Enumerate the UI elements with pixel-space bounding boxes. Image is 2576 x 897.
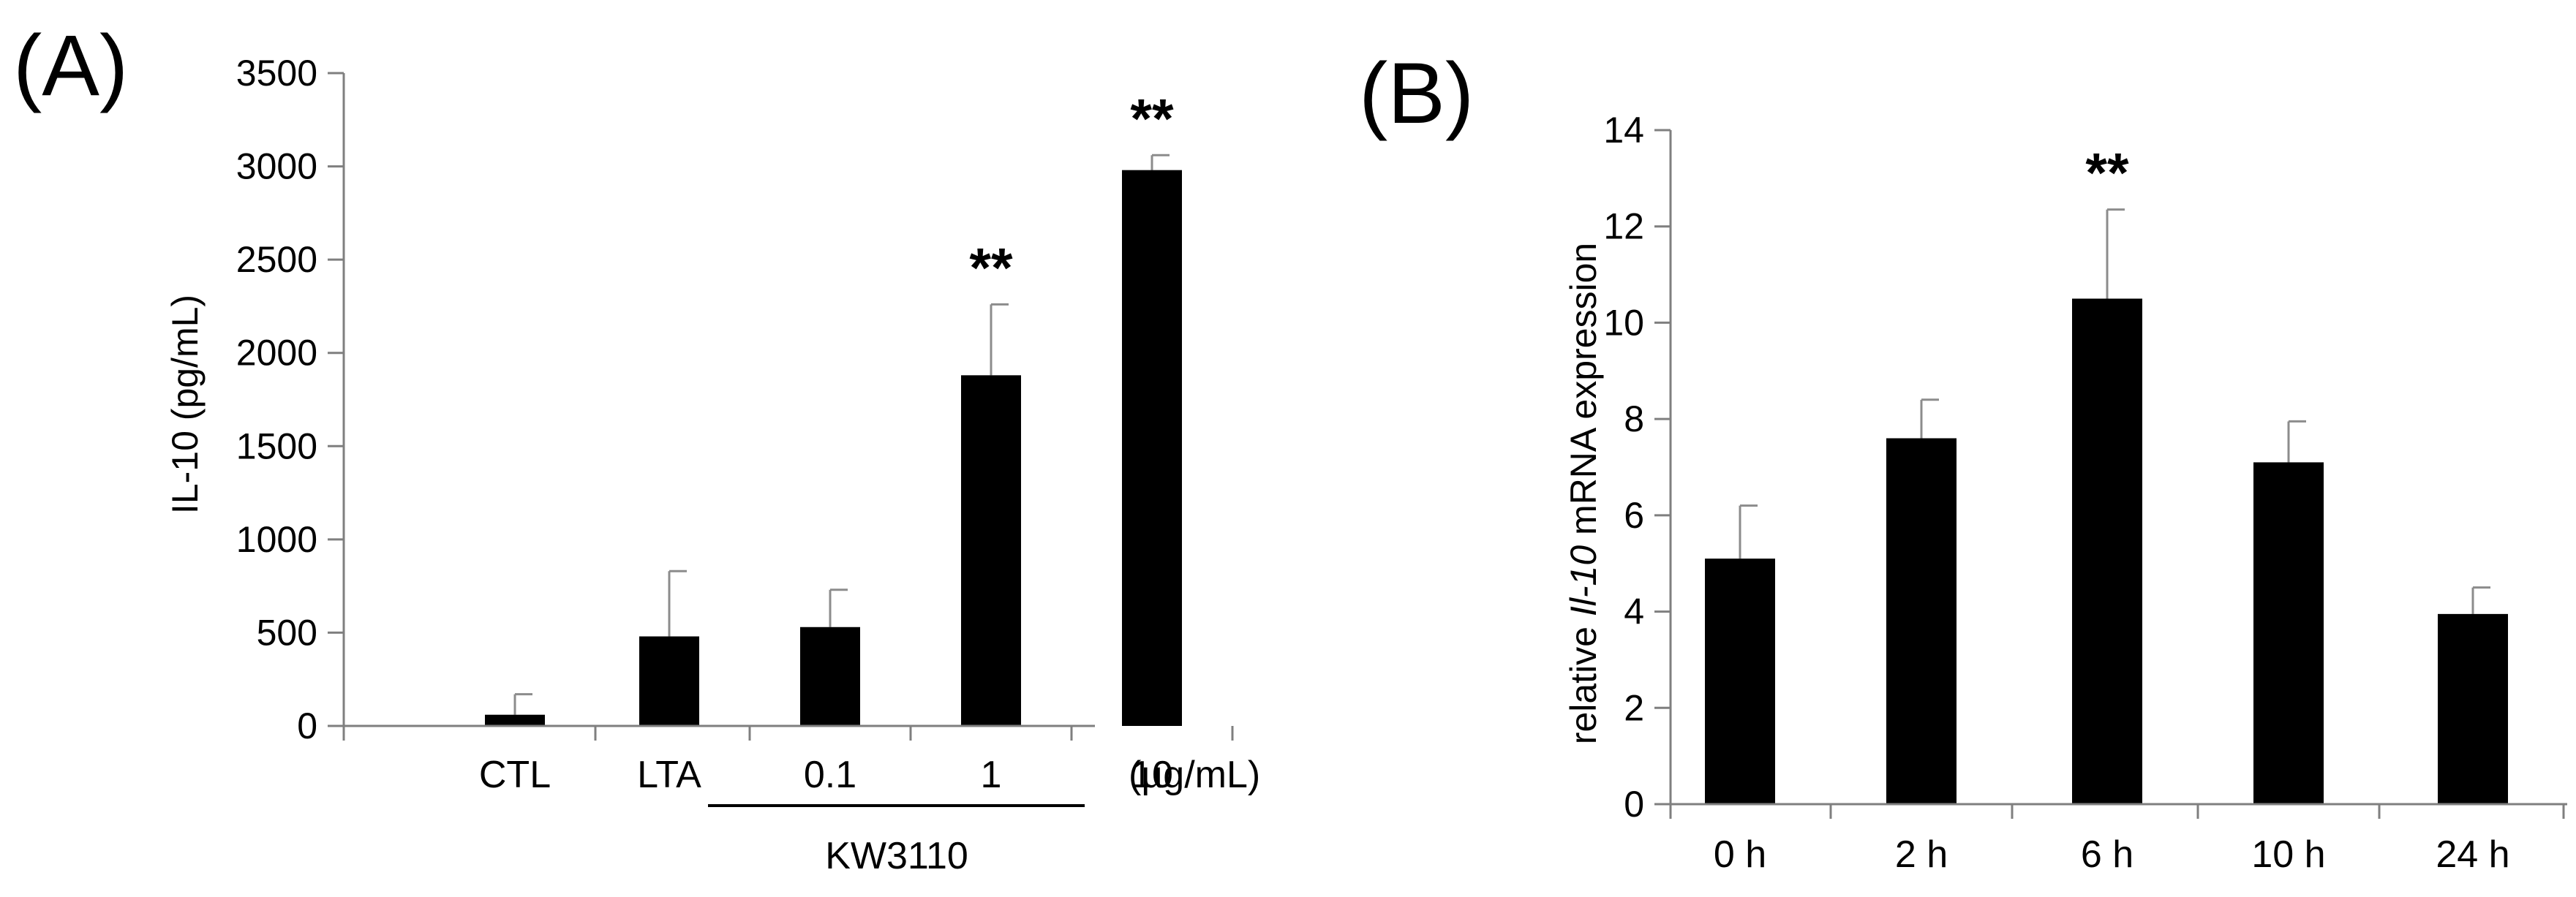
- x-labels-b: 0 h 2 h 6 h 10 h 24 h: [1669, 804, 2565, 876]
- x-tick-label: 10 h: [2251, 833, 2325, 876]
- bar: [639, 636, 699, 726]
- x-tick-label: 10: [1131, 754, 1173, 796]
- x-tick-label: 0 h: [1714, 833, 1766, 876]
- y-tick-label: 3000: [236, 146, 317, 187]
- y-axis-b: 0 2 4 6 8 10 12 14: [1603, 110, 1671, 825]
- chart-a: (A) IL-10 (pg/mL) 0 500 1000 1500 2000 2500 30…: [13, 18, 1260, 877]
- y-tick-label: 2500: [236, 239, 317, 280]
- bar: [1122, 170, 1182, 726]
- chart-b: (B) relative Il-10 mRNA expression 0 2 4 6 8…: [1359, 45, 2567, 876]
- bar: [485, 714, 545, 726]
- y-axis-title-b-part1: relative: [1563, 616, 1604, 744]
- bar: [2253, 462, 2324, 804]
- x-tick-label: 2 h: [1895, 833, 1948, 876]
- y-axis-title-a: IL-10 (pg/mL): [165, 295, 206, 514]
- x-tick-label: CTL: [479, 754, 551, 796]
- significance-marker: **: [969, 237, 1013, 299]
- y-tick-label: 500: [257, 612, 317, 653]
- y-tick-label: 2000: [236, 333, 317, 374]
- x-tick-label: 1: [981, 754, 1002, 796]
- y-tick-label: 1500: [236, 425, 317, 466]
- unit-label-a: (µg/mL): [1129, 754, 1260, 796]
- bar: [961, 375, 1021, 726]
- x-tick-label: 0.1: [804, 754, 856, 796]
- y-tick-label: 4: [1624, 591, 1644, 632]
- y-tick-label: 6: [1624, 495, 1644, 536]
- bar: [2072, 298, 2142, 804]
- bars-a: ** **: [485, 88, 1182, 726]
- x-tick-label: LTA: [637, 754, 701, 796]
- y-tick-label: 3500: [236, 53, 317, 94]
- panel-label-b: (B): [1359, 45, 1474, 142]
- y-tick-label: 0: [297, 705, 317, 746]
- panel-label-a: (A): [13, 18, 128, 114]
- x-labels-a: CTL LTA 0.1 1 10: [342, 726, 1234, 796]
- y-tick-label: 1000: [236, 519, 317, 560]
- y-axis-title-b: relative Il-10 mRNA expression: [1563, 243, 1604, 744]
- y-tick-label: 8: [1624, 398, 1644, 439]
- y-tick-label: 10: [1603, 302, 1644, 343]
- x-tick-label: 24 h: [2436, 833, 2509, 876]
- significance-marker: **: [2085, 143, 2129, 205]
- bars-b: **: [1705, 143, 2508, 804]
- y-tick-label: 14: [1603, 110, 1644, 151]
- bar: [800, 627, 860, 726]
- y-tick-label: 2: [1624, 687, 1644, 728]
- y-tick-label: 12: [1603, 206, 1644, 247]
- y-axis-a: 0 500 1000 1500 2000 2500 3000 3500: [236, 53, 344, 746]
- y-axis-title-b-part3: mRNA expression: [1563, 243, 1604, 545]
- y-axis-title-b-gene: Il-10: [1563, 545, 1604, 616]
- x-tick-label: 6 h: [2081, 833, 2134, 876]
- bar: [1886, 438, 1957, 804]
- bar: [2438, 613, 2508, 804]
- group-label-a: KW3110: [825, 835, 968, 877]
- significance-marker: **: [1130, 88, 1174, 150]
- bar: [1705, 559, 1775, 804]
- y-tick-label: 0: [1624, 784, 1644, 825]
